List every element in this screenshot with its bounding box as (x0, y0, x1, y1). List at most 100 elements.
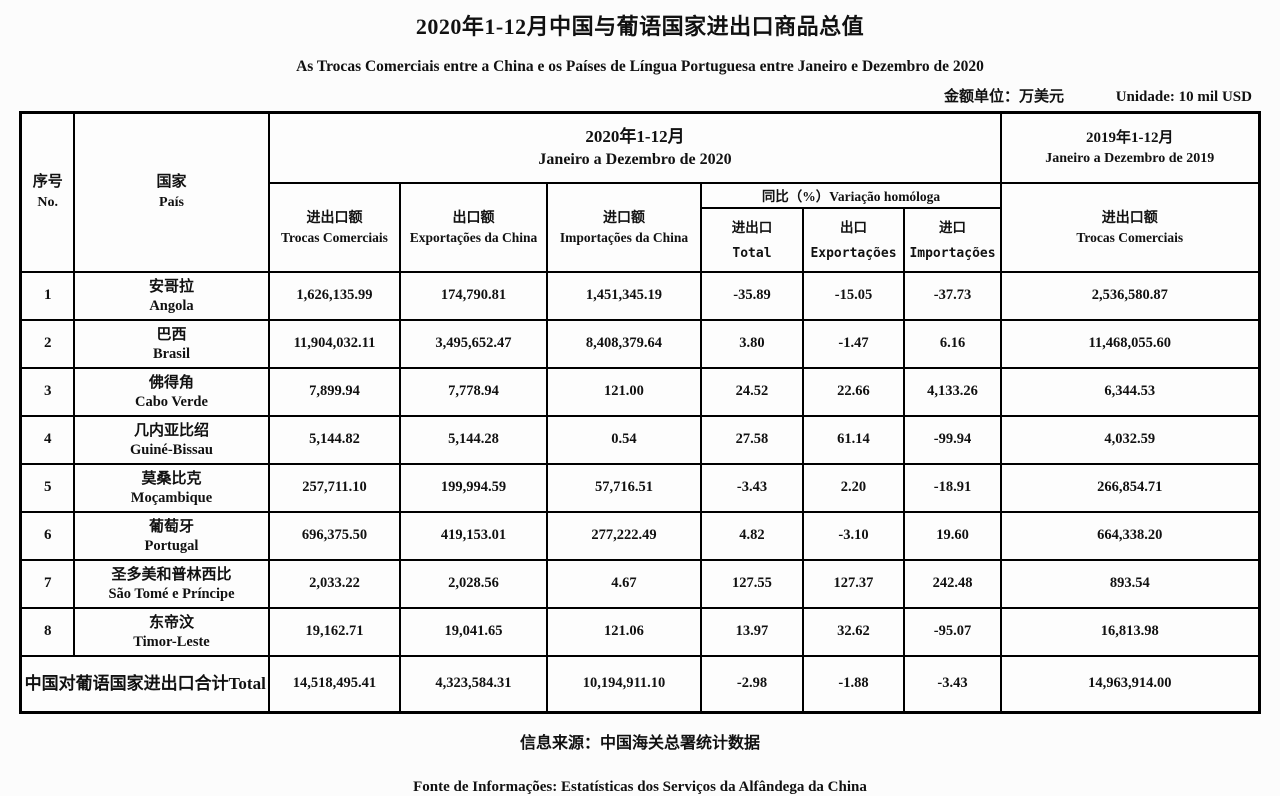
header-trade-2019: 进出口额 Trocas Comerciais (1000, 181, 1261, 273)
header-imports-2020: 进口额 Importações da China (545, 181, 702, 273)
yoy-imports-value: -99.94 (902, 414, 1003, 465)
exports-value: 199,994.59 (398, 462, 548, 513)
total-yoy-total-value: -2.98 (699, 654, 804, 714)
trade-2019-value: 266,854.71 (1000, 462, 1261, 513)
country-name-pt: Brasil (152, 346, 191, 363)
header-period-2019: 2019年1-12月 Janeiro a Dezembro de 2019 (1000, 111, 1261, 184)
exports-value: 2,028.56 (398, 558, 548, 609)
header-imports-2020-pt: Importações da China (559, 229, 689, 245)
header-yoy-imports-pt: Importações (909, 245, 996, 261)
header-yoy: 同比（%）Variação homóloga (699, 181, 1003, 209)
trade-2019-value: 893.54 (1000, 558, 1261, 609)
header-trade-2020-pt: Trocas Comerciais (281, 229, 388, 245)
yoy-exports-value: 22.66 (801, 366, 905, 417)
exports-value: 174,790.81 (398, 270, 548, 321)
header-period-2019-pt: Janeiro a Dezembro de 2019 (1045, 150, 1215, 166)
row-no: 4 (19, 414, 75, 465)
exports-value: 7,778.94 (398, 366, 548, 417)
total-trade-2019-value: 14,963,914.00 (1000, 654, 1261, 714)
row-no: 6 (19, 510, 75, 561)
header-exports-2020: 出口额 Exportações da China (398, 181, 548, 273)
total-imports-value: 10,194,911.10 (545, 654, 702, 714)
country-name-zh: 巴西 (156, 326, 187, 343)
header-trade-2019-zh: 进出口额 (1101, 210, 1158, 226)
yoy-imports-value: 6.16 (902, 318, 1003, 369)
country-name-pt: Portugal (144, 538, 199, 555)
header-period-2019-zh: 2019年1-12月 (1086, 129, 1174, 146)
country-cell: 巴西 Brasil (72, 318, 270, 369)
header-yoy-total: 进出口 Total (699, 206, 804, 273)
country-name-pt: Angola (149, 298, 194, 315)
yoy-total-value: -3.43 (699, 462, 804, 513)
row-no: 3 (19, 366, 75, 417)
imports-value: 121.06 (545, 606, 702, 657)
header-period-2020-zh: 2020年1-12月 (585, 127, 685, 147)
country-name-pt: Timor-Leste (133, 634, 210, 651)
imports-value: 4.67 (545, 558, 702, 609)
header-yoy-exports: 出口 Exportações (801, 206, 905, 273)
country-name-zh: 东帝汶 (148, 614, 194, 631)
header-yoy-total-pt: Total (732, 245, 772, 261)
header-country-pt: País (159, 195, 184, 211)
units-line: 金额单位：万美元 Unidade: 10 mil USD (0, 85, 1280, 106)
yoy-total-value: 3.80 (699, 318, 804, 369)
header-period-2020: 2020年1-12月 Janeiro a Dezembro de 2020 (267, 111, 1003, 184)
trade-value: 11,904,032.11 (267, 318, 401, 369)
table-row-portugal: 6 葡萄牙 Portugal 696,375.50 419,153.01 277… (19, 510, 1261, 561)
country-cell: 几内亚比绍 Guiné-Bissau (72, 414, 270, 465)
row-no: 2 (19, 318, 75, 369)
yoy-total-value: 127.55 (699, 558, 804, 609)
trade-value: 696,375.50 (267, 510, 401, 561)
table-row-guine-bissau: 4 几内亚比绍 Guiné-Bissau 5,144.82 5,144.28 0… (19, 414, 1261, 465)
yoy-exports-value: -1.47 (801, 318, 905, 369)
country-name-zh: 莫桑比克 (141, 470, 202, 487)
yoy-imports-value: -18.91 (902, 462, 1003, 513)
source-line-zh: 信息来源：中国海关总署统计数据 (519, 735, 760, 752)
country-name-pt: Moçambique (130, 490, 213, 507)
trade-2019-value: 2,536,580.87 (1000, 270, 1261, 321)
header-row-periods: 序号 No. 国家 País 2020年1-12月 Janeiro a Deze… (19, 111, 1261, 273)
table-row-brasil: 2 巴西 Brasil 11,904,032.11 3,495,652.47 8… (19, 318, 1261, 369)
trade-value: 257,711.10 (267, 462, 401, 513)
units-label-pt: Unidade: 10 mil USD (1115, 89, 1252, 105)
header-trade-2020: 进出口额 Trocas Comerciais (267, 181, 401, 273)
header-yoy-imports: 进口 Importações (902, 206, 1003, 273)
yoy-exports-value: -3.10 (801, 510, 905, 561)
trade-value: 5,144.82 (267, 414, 401, 465)
yoy-total-value: 24.52 (699, 366, 804, 417)
exports-value: 5,144.28 (398, 414, 548, 465)
yoy-imports-value: -37.73 (902, 270, 1003, 321)
country-cell: 葡萄牙 Portugal (72, 510, 270, 561)
yoy-total-value: 27.58 (699, 414, 804, 465)
table-row-angola: 1 安哥拉 Angola 1,626,135.99 174,790.81 1,4… (19, 270, 1261, 321)
country-cell: 东帝汶 Timor-Leste (72, 606, 270, 657)
imports-value: 0.54 (545, 414, 702, 465)
trade-2019-value: 664,338.20 (1000, 510, 1261, 561)
imports-value: 8,408,379.64 (545, 318, 702, 369)
header-country-zh: 国家 (156, 174, 187, 191)
imports-value: 121.00 (545, 366, 702, 417)
table-row-mocambique: 5 莫桑比克 Moçambique 257,711.10 199,994.59 … (19, 462, 1261, 513)
header-no: 序号 No. (19, 111, 75, 273)
imports-value: 57,716.51 (545, 462, 702, 513)
header-trade-2019-pt: Trocas Comerciais (1076, 229, 1184, 245)
country-cell: 莫桑比克 Moçambique (72, 462, 270, 513)
row-no: 7 (19, 558, 75, 609)
trade-2019-value: 11,468,055.60 (1000, 318, 1261, 369)
table-row-cabo-verde: 3 佛得角 Cabo Verde 7,899.94 7,778.94 121.0… (19, 366, 1261, 417)
total-yoy-imports-value: -3.43 (902, 654, 1003, 714)
header-yoy-exports-pt: Exportações (810, 245, 897, 261)
country-name-pt: Guiné-Bissau (129, 442, 213, 459)
header-no-zh: 序号 (32, 174, 63, 191)
trade-value: 19,162.71 (267, 606, 401, 657)
trade-2019-value: 6,344.53 (1000, 366, 1261, 417)
units-label-zh: 金额单位：万美元 (943, 89, 1064, 105)
header-row-yoy: 进出口额 Trocas Comerciais 出口额 Exportações d… (21, 181, 1261, 273)
country-cell: 佛得角 Cabo Verde (72, 366, 270, 417)
country-name-zh: 葡萄牙 (148, 518, 194, 535)
exports-value: 419,153.01 (398, 510, 548, 561)
total-exports-value: 4,323,584.31 (398, 654, 548, 714)
yoy-exports-value: 2.20 (801, 462, 905, 513)
header-exports-2020-zh: 出口额 (452, 210, 495, 226)
country-name-zh: 安哥拉 (148, 278, 194, 295)
